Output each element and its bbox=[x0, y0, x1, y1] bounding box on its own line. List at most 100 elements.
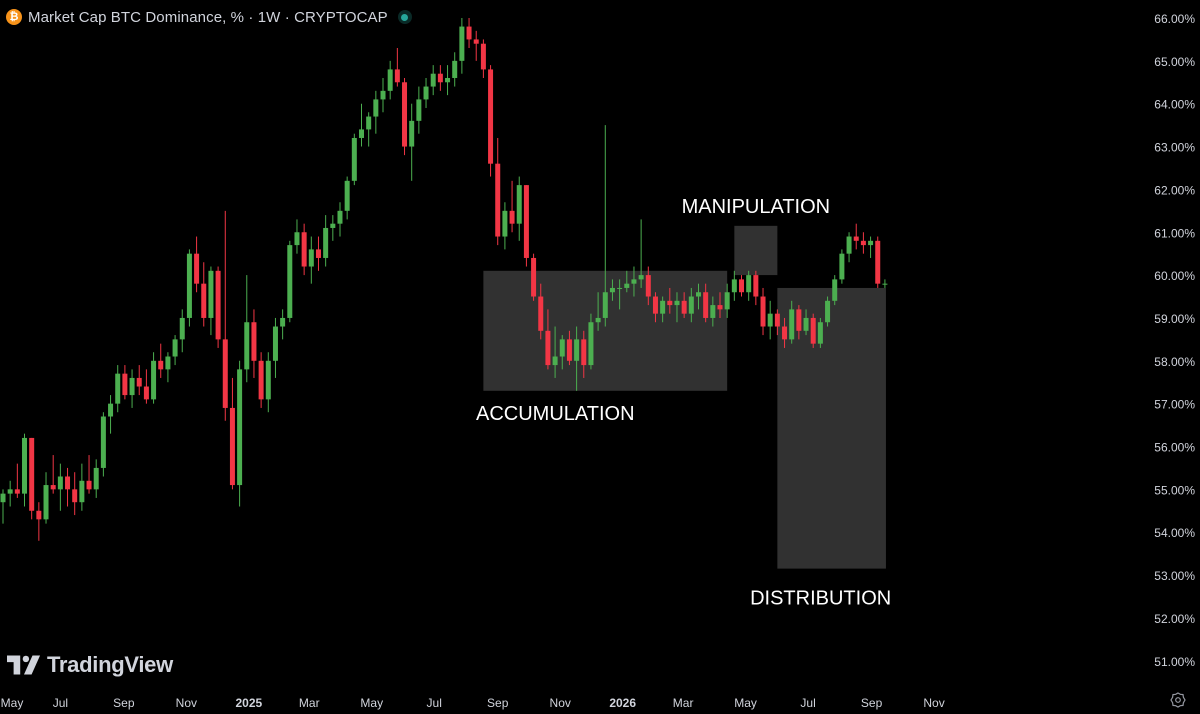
candle-body bbox=[244, 322, 250, 370]
candle-body bbox=[172, 339, 178, 357]
candle-body bbox=[402, 82, 408, 147]
candle-body bbox=[445, 77, 451, 83]
candle bbox=[645, 266, 651, 306]
candle bbox=[366, 112, 372, 147]
candle bbox=[36, 502, 42, 541]
candle-body bbox=[509, 210, 515, 224]
candle-body bbox=[22, 437, 28, 494]
candle bbox=[294, 219, 300, 254]
x-tick-label: May bbox=[360, 696, 383, 710]
candle-body bbox=[581, 339, 587, 366]
candle-body bbox=[803, 317, 809, 331]
candle bbox=[430, 65, 436, 96]
y-tick-label: 55.00% bbox=[1154, 483, 1195, 497]
candle-body bbox=[208, 270, 214, 318]
candle-body bbox=[122, 373, 128, 396]
candle-body bbox=[229, 407, 235, 486]
candle bbox=[488, 65, 494, 177]
candle bbox=[86, 455, 92, 494]
candle-body bbox=[251, 322, 257, 361]
candle bbox=[186, 249, 192, 327]
candle-body bbox=[875, 240, 881, 284]
candle bbox=[531, 253, 537, 301]
x-tick-label: 2026 bbox=[609, 696, 636, 710]
zone-distribution[interactable] bbox=[777, 287, 886, 569]
bitcoin-icon: ₿ bbox=[6, 9, 22, 25]
candle-body bbox=[782, 326, 788, 340]
candle-body bbox=[50, 485, 56, 490]
candle bbox=[782, 317, 788, 348]
price-axis[interactable]: 66.00% 65.00% 64.00% 63.00% 62.00% 61.00% 60.0… bbox=[1154, 12, 1195, 669]
x-tick-label: Sep bbox=[487, 696, 509, 710]
candle-body bbox=[151, 360, 157, 400]
candle-body bbox=[272, 326, 278, 361]
candle bbox=[0, 489, 6, 524]
tradingview-logo[interactable]: TradingView bbox=[7, 652, 173, 678]
candle-body bbox=[853, 236, 859, 241]
candle-body bbox=[825, 300, 831, 323]
candle bbox=[695, 283, 701, 310]
candle bbox=[523, 185, 529, 267]
candle bbox=[703, 283, 709, 323]
x-tick-label: Sep bbox=[113, 696, 135, 710]
candle-body bbox=[186, 253, 192, 318]
x-tick-label: Jul bbox=[53, 696, 68, 710]
candle-body bbox=[237, 369, 243, 486]
candle-body bbox=[452, 60, 458, 78]
candle-body bbox=[645, 275, 651, 297]
candle-body bbox=[753, 275, 759, 297]
candle-body bbox=[201, 283, 207, 318]
zone-manipulation[interactable] bbox=[734, 225, 778, 276]
candle-body bbox=[409, 120, 415, 147]
x-tick-label: Mar bbox=[299, 696, 320, 710]
candle bbox=[409, 103, 415, 181]
candle-body bbox=[308, 249, 314, 267]
candle-body bbox=[29, 437, 35, 511]
candle-body bbox=[731, 279, 737, 293]
tradingview-logo-icon bbox=[7, 655, 41, 675]
candle bbox=[538, 283, 544, 340]
candle bbox=[344, 176, 350, 220]
candle-body bbox=[315, 249, 321, 258]
candle-body bbox=[416, 99, 422, 121]
candle-body bbox=[100, 416, 106, 468]
candle bbox=[860, 232, 866, 254]
candle bbox=[473, 30, 479, 61]
candle bbox=[853, 223, 859, 250]
candle bbox=[667, 287, 673, 314]
candle bbox=[265, 352, 271, 413]
candle bbox=[337, 202, 343, 237]
x-tick-label: Mar bbox=[673, 696, 694, 710]
candle bbox=[595, 292, 601, 331]
candle bbox=[215, 266, 221, 348]
candle bbox=[459, 18, 465, 74]
candle-body bbox=[437, 73, 443, 83]
candle-body bbox=[344, 180, 350, 211]
candle-body bbox=[108, 403, 114, 417]
candle-body bbox=[502, 210, 508, 237]
y-tick-label: 64.00% bbox=[1154, 98, 1195, 112]
candle-body bbox=[430, 73, 436, 87]
candle bbox=[588, 313, 594, 370]
candle bbox=[631, 266, 637, 297]
candle-body bbox=[222, 339, 228, 408]
candle-body bbox=[480, 43, 486, 70]
candle bbox=[724, 283, 730, 318]
candle bbox=[323, 215, 329, 267]
x-tick-label: May bbox=[1, 696, 24, 710]
candle-body bbox=[287, 245, 293, 318]
candle bbox=[315, 236, 321, 271]
candle-body bbox=[466, 26, 472, 40]
candle-body bbox=[810, 317, 816, 344]
candle bbox=[452, 52, 458, 87]
candle-body bbox=[695, 292, 701, 297]
candle-body bbox=[674, 300, 680, 306]
candle bbox=[308, 236, 314, 284]
time-axis[interactable]: May Jul Sep Nov 2025 Mar May Jul Sep Nov 2026 Mar Ma… bbox=[1, 696, 945, 710]
live-status-dot bbox=[397, 10, 412, 24]
candle bbox=[14, 463, 20, 498]
candle bbox=[617, 279, 623, 310]
gear-icon[interactable] bbox=[1170, 692, 1186, 708]
symbol-title[interactable]: Market Cap BTC Dominance, % · 1W · CRYPT… bbox=[28, 8, 388, 26]
